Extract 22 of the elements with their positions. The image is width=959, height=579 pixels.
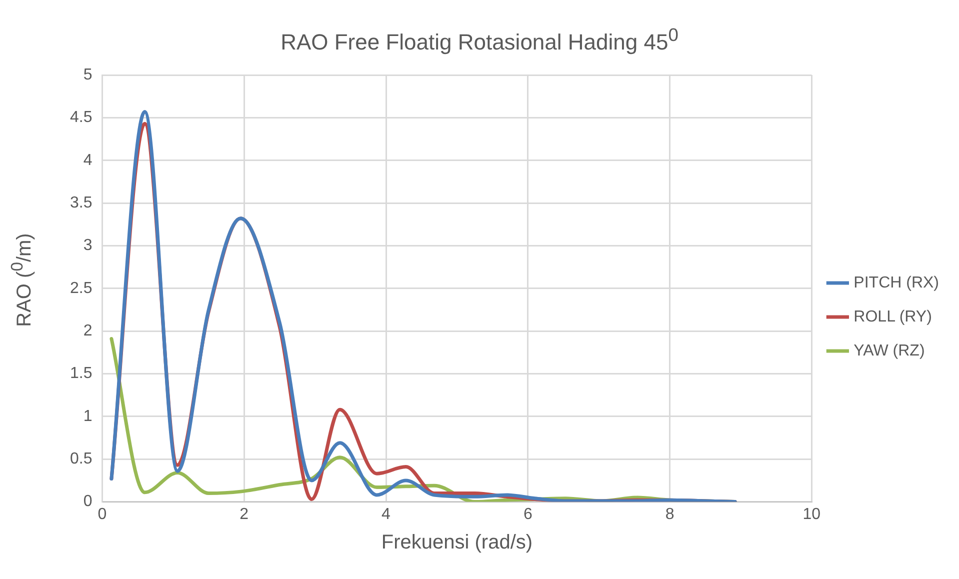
y-tick-label: 2: [83, 322, 92, 340]
y-tick-label: 1: [83, 408, 92, 425]
y-tick-label: 2.5: [70, 280, 92, 297]
x-tick-label: 2: [240, 506, 249, 523]
x-tick-label: 6: [523, 506, 532, 523]
y-tick-label: 0.5: [70, 450, 92, 468]
y-tick-label: 3.5: [70, 194, 92, 212]
y-tick-label: 5: [83, 66, 92, 84]
y-tick-label: 1.5: [70, 365, 92, 382]
legend-label: ROLL (RY): [854, 308, 932, 326]
y-tick-label: 0: [83, 493, 92, 510]
x-tick-label: 0: [98, 506, 107, 523]
x-tick-label: 8: [665, 506, 674, 523]
chart-title: RAO Free Floatig Rotasional Hading 45$^{0}$: [280, 24, 680, 56]
y-tick-label: 3: [83, 237, 92, 254]
x-axis-title: Frekuensi (rad/s): [381, 532, 533, 554]
legend-label: YAW (RZ): [854, 342, 925, 360]
x-tick-label: 10: [802, 506, 821, 523]
y-tick-label: 4.5: [70, 109, 92, 126]
legend-label: PITCH (RX): [854, 274, 939, 292]
x-tick-label: 4: [382, 506, 391, 523]
y-tick-label: 4: [83, 152, 92, 169]
